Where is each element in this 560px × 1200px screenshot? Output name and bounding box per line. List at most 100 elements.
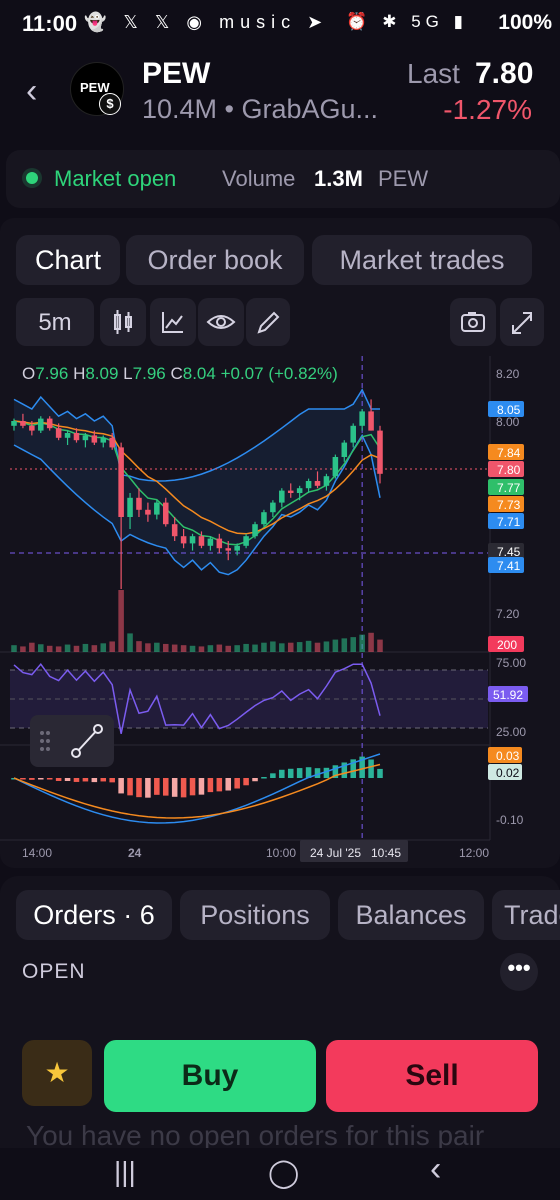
tab-trades[interactable]: Trades [492, 890, 560, 940]
status-time: 11:00 [22, 11, 78, 36]
price-axis-tick: 8.20 [496, 367, 520, 381]
macd-histogram-bar [341, 762, 348, 778]
volume-bar [118, 590, 124, 652]
candle-body [189, 536, 196, 544]
candle-body [82, 435, 89, 441]
tab-chart[interactable]: Chart [16, 235, 120, 285]
macd-histogram-bar [145, 778, 151, 798]
candle-body [73, 433, 80, 441]
macd-histogram-bar [29, 778, 35, 780]
favorite-star-button[interactable]: ★ [22, 1040, 92, 1106]
volume-bar [180, 645, 187, 652]
time-axis-label: 24 Jul '25 [310, 846, 361, 860]
macd-tag [488, 764, 522, 780]
price-tag [488, 513, 524, 529]
expand-icon[interactable] [500, 298, 544, 346]
macd-histogram-bar [189, 778, 196, 796]
rsi-axis-tick: 25.00 [496, 725, 526, 739]
volume-bar [11, 645, 17, 652]
time-axis-label: 10:00 [266, 846, 296, 860]
interval-selector[interactable]: 5m [16, 298, 94, 346]
macd-histogram-bar [127, 778, 133, 796]
pencil-icon[interactable] [246, 298, 290, 346]
buy-button[interactable]: Buy [104, 1040, 316, 1112]
volume-bar [55, 646, 62, 652]
price-tag [488, 543, 524, 559]
candle-body [207, 538, 214, 546]
indicators-icon[interactable] [150, 298, 196, 346]
macd-tag-label: 0.03 [496, 749, 520, 763]
candle-body [180, 536, 187, 544]
volume-bar [171, 644, 178, 652]
candle-body [296, 488, 303, 493]
macd-histogram-bar [154, 778, 160, 795]
volume-tag-label: 200 [497, 638, 517, 652]
tab-positions[interactable]: Positions [180, 890, 330, 940]
macd-histogram-bar [279, 769, 285, 778]
price-tag [488, 557, 524, 573]
more-options-icon[interactable]: ••• [500, 953, 538, 991]
last-price-value: 7.80 [475, 57, 534, 90]
macd-histogram-bar [314, 768, 321, 778]
price-tag-label: 7.77 [497, 481, 521, 495]
volume-bar [279, 643, 285, 652]
eye-icon[interactable] [198, 298, 244, 346]
bollinger-upper-line [13, 388, 380, 482]
candle-body [341, 442, 348, 457]
candle-body [162, 502, 169, 525]
macd-histogram-bar [91, 778, 98, 783]
price-tag-label: 7.41 [497, 559, 521, 573]
home-icon[interactable]: ◯ [268, 1157, 300, 1188]
candle-body [270, 502, 276, 513]
candle-body [100, 437, 107, 443]
bollinger-lower-line [13, 433, 381, 576]
camera-icon[interactable] [450, 298, 496, 346]
candle-body [332, 457, 339, 477]
tab-market-trades[interactable]: Market trades [312, 235, 532, 285]
dollar-badge-icon: $ [99, 93, 121, 115]
price-tag-label: 8.05 [497, 403, 521, 417]
drawing-tool-floating[interactable] [30, 715, 114, 767]
recents-icon[interactable]: ||| [114, 1156, 136, 1187]
tab-order-book[interactable]: Order book [126, 235, 304, 285]
ohlc-change: +0.07 (+0.82%) [220, 364, 338, 383]
candle-body [368, 411, 374, 431]
ohlc-readout: O7.96 H8.09 L7.96 C8.04 +0.07 (+0.82%) [22, 364, 338, 384]
tab-orders[interactable]: Orders · 6 [16, 890, 172, 940]
back-chevron-icon[interactable]: ‹ [26, 72, 38, 110]
macd-histogram-bar [350, 759, 356, 778]
candles-icon[interactable] [100, 298, 146, 346]
macd-histogram-bar [296, 768, 303, 778]
candle-body [305, 481, 312, 489]
macd-histogram-bar [64, 778, 71, 782]
volume-bar [109, 641, 115, 652]
candle-body [46, 418, 53, 429]
volume-bar [296, 642, 303, 652]
tab-balances[interactable]: Balances [338, 890, 484, 940]
candle-body [279, 490, 285, 503]
sell-button[interactable]: Sell [326, 1040, 538, 1112]
volume-bar [136, 641, 142, 652]
macd-histogram-bar [261, 777, 267, 779]
macd-histogram-bar [162, 778, 169, 796]
time-axis-label: 14:00 [22, 846, 52, 860]
back-icon[interactable]: ‹ [430, 1150, 442, 1188]
volume-bar [145, 643, 151, 652]
macd-histogram-bar [225, 778, 232, 791]
candle-body [127, 497, 133, 517]
macd-histogram-bar [305, 767, 312, 778]
price-tag-label: 7.73 [497, 498, 521, 512]
candle-body [38, 418, 44, 431]
volume-tag [488, 636, 524, 652]
candle-body [64, 433, 71, 438]
candle-body [20, 421, 26, 426]
volume-bar [305, 640, 312, 652]
volume-bar [225, 645, 232, 652]
price-tag [488, 401, 524, 417]
volume-bar [341, 638, 348, 652]
pair-symbol[interactable]: PEW [142, 57, 211, 90]
macd-tag-label: 0.02 [496, 766, 520, 780]
price-chart[interactable]: 8.20 8.00 7.20 8.05 7.84 7.80 7.77 7.73 7.71 7.45… [0, 356, 560, 866]
volume-bar [64, 644, 71, 652]
macd-histogram-bar [243, 778, 249, 786]
